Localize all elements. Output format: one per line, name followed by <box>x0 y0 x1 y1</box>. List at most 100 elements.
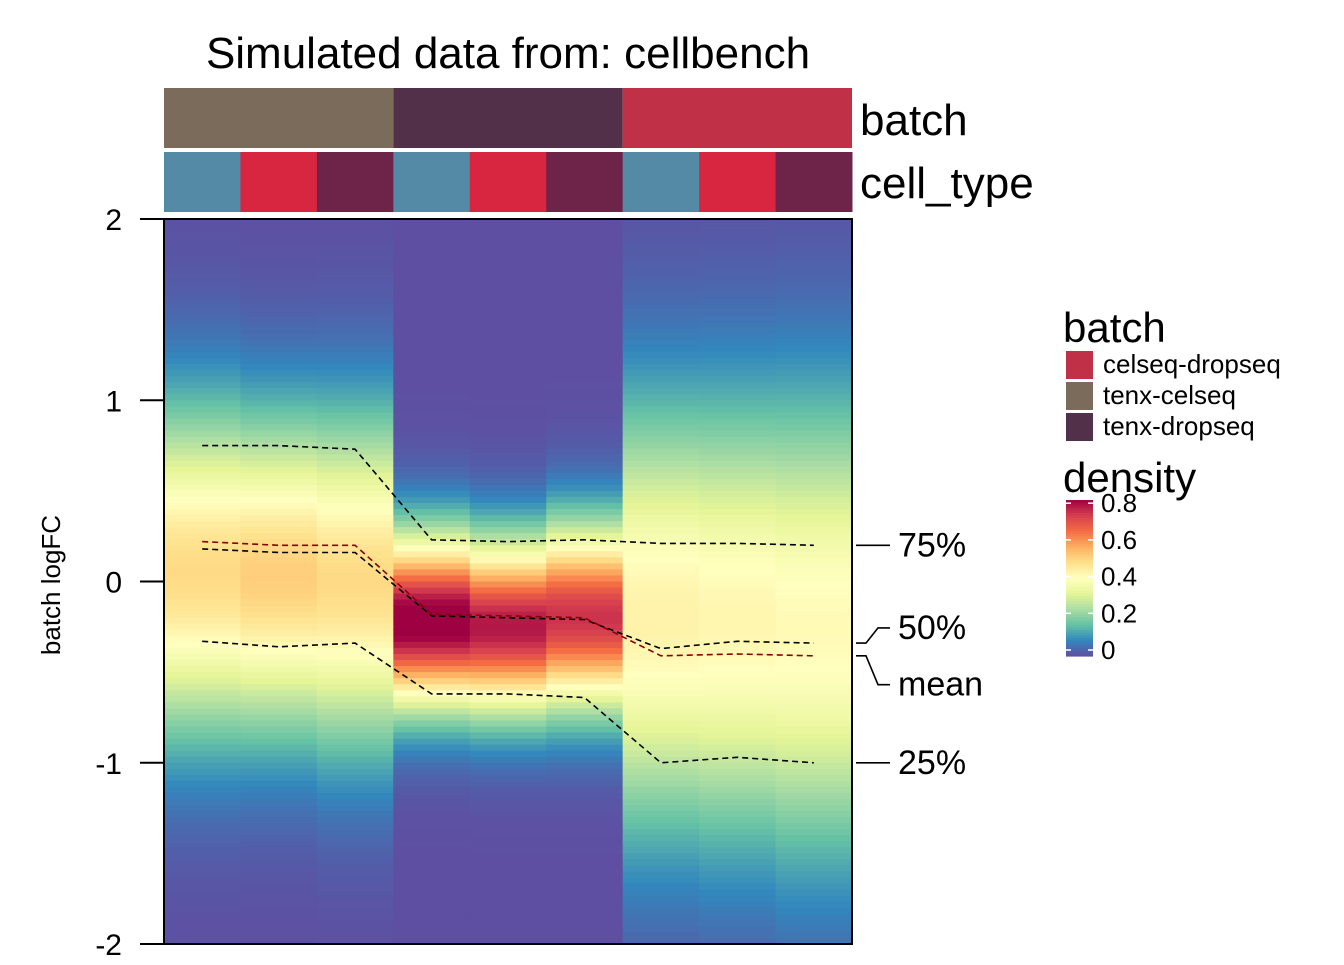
heatmap-cell <box>622 327 700 335</box>
heatmap-cell <box>240 279 318 287</box>
heatmap-cell <box>240 647 318 655</box>
heatmap-cell <box>469 303 547 311</box>
heatmap-cell <box>775 654 853 661</box>
heatmap-cell <box>622 345 700 353</box>
heatmap-cell <box>622 484 700 492</box>
heatmap-cell <box>393 231 471 238</box>
heatmap-cell <box>775 853 853 861</box>
density-colorbar-segment <box>1066 507 1093 511</box>
heatmap-cell <box>775 913 853 921</box>
heatmap-cell <box>469 339 547 347</box>
heatmap-cell <box>393 255 471 262</box>
heatmap-cell <box>546 515 624 522</box>
heatmap-cell <box>316 696 394 703</box>
heatmap-cell <box>393 865 471 873</box>
batch-legend-label: tenx-celseq <box>1103 380 1236 410</box>
heatmap-cell <box>393 629 471 637</box>
heatmap-cell <box>393 799 471 806</box>
cell-type-annotation-cell <box>164 152 241 212</box>
heatmap-cell <box>240 509 318 516</box>
heatmap-cell <box>699 243 777 250</box>
heatmap-cell <box>469 768 547 776</box>
heatmap-cell <box>164 563 242 571</box>
heatmap-cell <box>240 315 318 323</box>
heatmap-cell <box>393 466 471 474</box>
heatmap-cell <box>316 823 394 830</box>
heatmap-cell <box>622 708 700 716</box>
heatmap-cell <box>622 738 700 746</box>
heatmap-cell <box>164 521 242 528</box>
heatmap-cell <box>469 315 547 323</box>
heatmap-cell <box>469 635 547 643</box>
density-colorbar-segment <box>1066 632 1093 636</box>
heatmap-cell <box>469 756 547 764</box>
heatmap-cell <box>469 877 547 885</box>
density-colorbar-segment <box>1066 554 1093 558</box>
heatmap-cell <box>316 666 394 673</box>
heatmap-cell <box>393 907 471 915</box>
heatmap-cell <box>469 539 547 546</box>
heatmap-cell <box>546 370 624 377</box>
density-colorbar-segment <box>1066 598 1093 602</box>
annotation-bars: batch cell_type <box>164 88 1034 212</box>
heatmap-cell <box>393 756 471 764</box>
heatmap-cell <box>775 690 853 697</box>
heatmap-cell <box>699 660 777 667</box>
heatmap-cell <box>622 496 700 504</box>
heatmap-cell <box>164 666 242 673</box>
heatmap-cell <box>316 309 394 317</box>
heatmap-cell <box>316 333 394 341</box>
heatmap-cell <box>775 666 853 673</box>
heatmap-cell <box>469 400 547 407</box>
heatmap-cell <box>393 448 471 456</box>
heatmap-cell <box>699 817 777 824</box>
heatmap-cell <box>316 339 394 347</box>
heatmap-cell <box>469 931 547 939</box>
heatmap-cell <box>316 490 394 498</box>
heatmap-cell <box>699 418 777 426</box>
heatmap-cell <box>316 931 394 939</box>
heatmap-cell <box>546 672 624 679</box>
heatmap-cell <box>164 901 242 909</box>
heatmap-cell <box>622 641 700 649</box>
density-colorbar-segment <box>1066 627 1093 631</box>
heatmap-cell <box>164 726 242 734</box>
heatmap-cell <box>469 219 547 226</box>
heatmap-cell <box>699 599 777 607</box>
heatmap-cell <box>393 424 471 432</box>
heatmap-cell <box>622 907 700 915</box>
heatmap-cell <box>393 895 471 903</box>
heatmap-cell <box>622 273 700 281</box>
heatmap-cell <box>775 533 853 540</box>
heatmap-cell <box>316 315 394 323</box>
heatmap-cell <box>546 351 624 359</box>
heatmap-cell <box>699 744 777 752</box>
heatmap-cell <box>469 412 547 419</box>
heatmap-cell <box>546 231 624 238</box>
heatmap-cell <box>622 919 700 927</box>
density-colorbar-segment <box>1066 575 1093 579</box>
heatmap-cell <box>164 297 242 305</box>
heatmap-cell <box>240 382 318 389</box>
heatmap-cell <box>393 732 471 740</box>
heatmap-cell <box>775 219 853 226</box>
heatmap-cell <box>316 720 394 728</box>
heatmap-cell <box>469 502 547 510</box>
heatmap-cell <box>164 539 242 546</box>
heatmap-cell <box>393 551 471 558</box>
heatmap-cell <box>699 684 777 691</box>
heatmap-cell <box>164 611 242 619</box>
heatmap-cell <box>164 533 242 540</box>
density-colorbar-segment <box>1066 635 1093 639</box>
heatmap-cell <box>316 382 394 389</box>
heatmap-cell <box>240 865 318 873</box>
heatmap-cell <box>316 581 394 589</box>
heatmap-cell <box>622 400 700 407</box>
quantile-lines <box>202 444 814 764</box>
heatmap-cell <box>775 364 853 371</box>
cell-type-annotation-label: cell_type <box>860 159 1034 208</box>
heatmap-cell <box>240 937 318 945</box>
heatmap-cell <box>164 364 242 371</box>
heatmap-cell <box>393 261 471 268</box>
heatmap-cell <box>775 509 853 516</box>
